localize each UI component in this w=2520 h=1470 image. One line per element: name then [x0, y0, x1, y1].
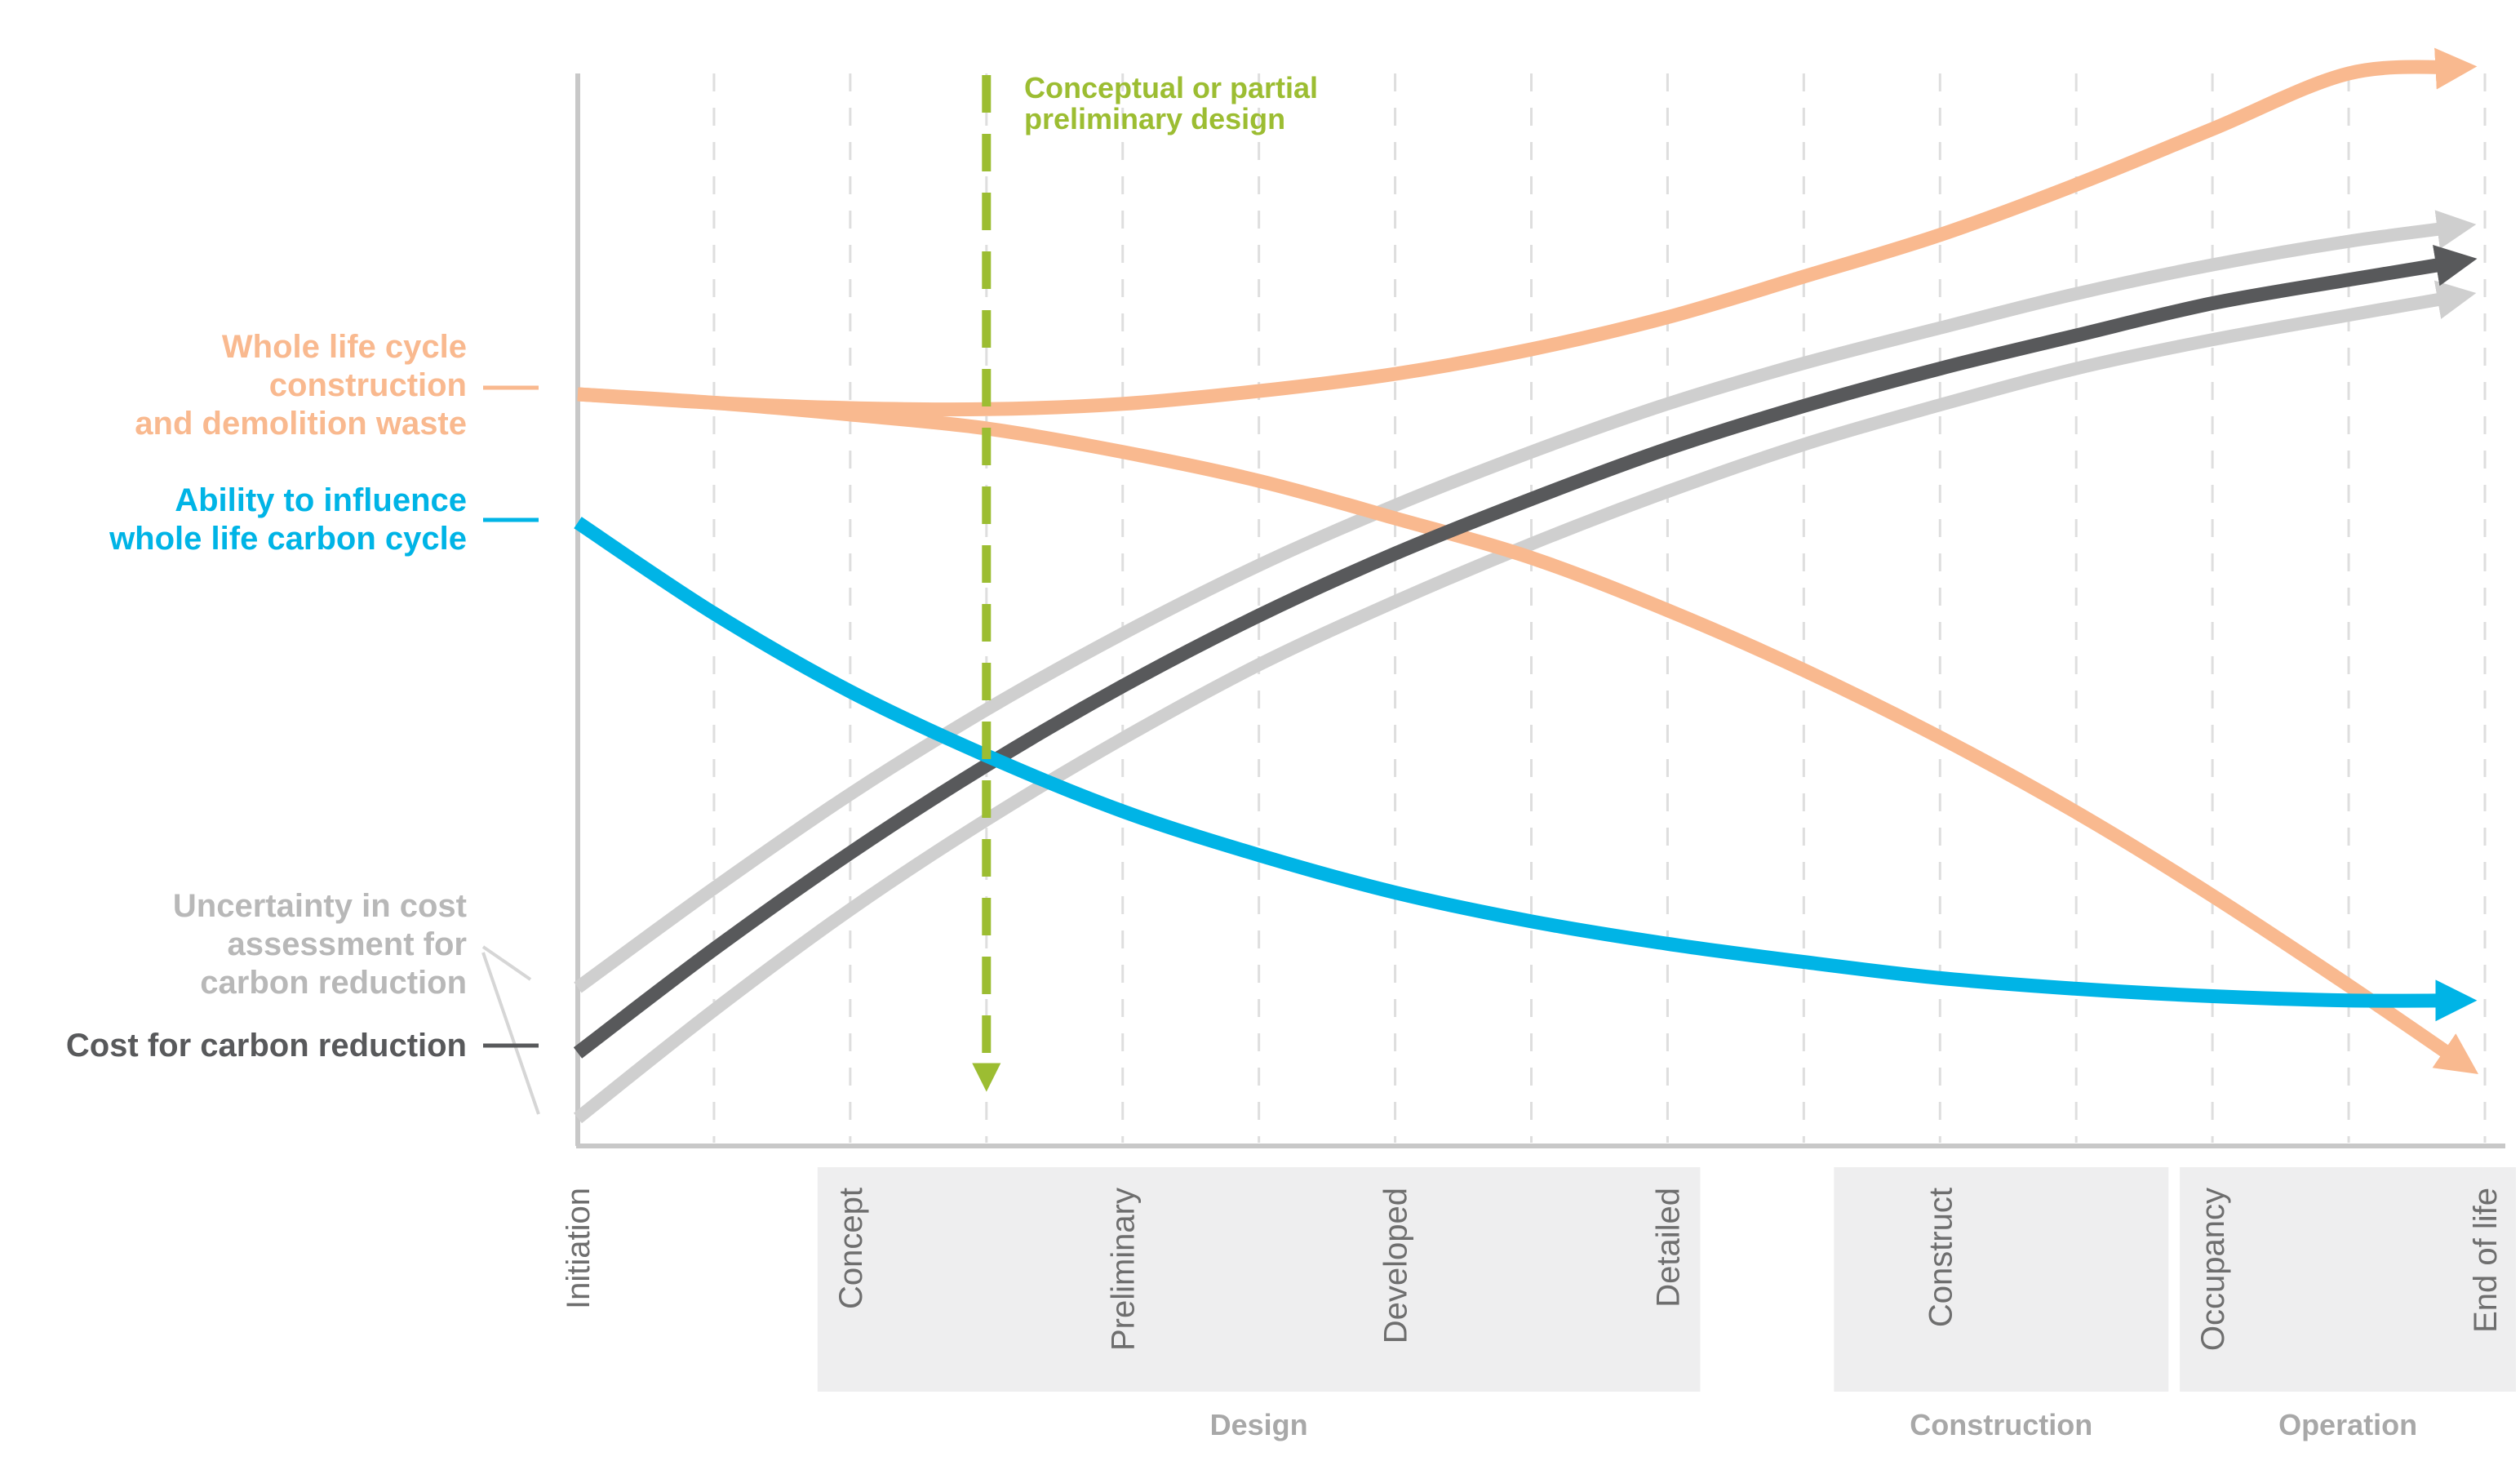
leader-line-uncertainty-upper — [481, 945, 532, 981]
x-tick-occupancy: Occupancy — [2195, 1188, 2231, 1351]
series-line-whole-life-cycle-construction-and-demolition-waste — [577, 47, 2478, 417]
series-label-ability-to-influence-whole-life-carbon-cycle-line1: Ability to influence — [175, 482, 467, 518]
phase-band-construction — [1834, 1167, 2169, 1392]
x-tick-initiation: Initiation — [561, 1188, 597, 1309]
axes — [575, 73, 2505, 1148]
phase-band-operation — [2180, 1167, 2516, 1392]
x-tick-detailed: Detailed — [1650, 1188, 1686, 1308]
x-tick-labels: Initiation Concept Preliminary Developed Det… — [561, 1188, 2504, 1351]
x-tick-preliminary: Preliminary — [1106, 1188, 1142, 1351]
series-label-uncertainty-in-cost-assessment-for-carbon-reduction-upper-line2: assessment for — [228, 926, 467, 962]
phase-bands — [817, 1167, 2516, 1392]
series-line-ability-to-influence-whole-life-carbon-cycle — [574, 517, 2478, 1022]
phase-labels: Design Construction Operation — [1210, 1408, 2417, 1441]
grid-lines — [712, 73, 2487, 1143]
x-tick-construct: Construct — [1923, 1188, 1959, 1327]
series-line-whole-life-cycle-construction-and-demolition-waste-declining — [577, 387, 2479, 1075]
phase-label-design: Design — [1210, 1408, 1308, 1441]
series-label-whole-life-cycle-construction-and-demolition-waste-line3: and demolition waste — [135, 406, 467, 442]
x-tick-end-of-life: End of life — [2468, 1188, 2504, 1333]
x-tick-developed: Developed — [1378, 1188, 1414, 1343]
phase-label-construction: Construction — [1910, 1408, 2092, 1441]
series-label-whole-life-cycle-construction-and-demolition-waste-line2: construction — [269, 367, 467, 403]
series-layer — [573, 47, 2479, 1124]
series-line-cost-for-carbon-reduction — [573, 245, 2478, 1059]
series-label-ability-to-influence-whole-life-carbon-cycle-line2: whole life carbon cycle — [109, 521, 467, 557]
leader-line-uncertainty-lower — [481, 952, 540, 1115]
x-tick-concept: Concept — [833, 1188, 869, 1309]
series-label-uncertainty-in-cost-assessment-for-carbon-reduction-upper-line1: Uncertainty in cost — [173, 888, 467, 924]
series-label-cost-for-carbon-reduction-line1: Cost for carbon reduction — [66, 1028, 467, 1064]
series-label-uncertainty-in-cost-assessment-for-carbon-reduction-upper-line3: carbon reduction — [200, 965, 467, 1001]
phase-band-design — [817, 1167, 1701, 1392]
series-label-whole-life-cycle-construction-and-demolition-waste-line1: Whole life cycle — [222, 329, 467, 365]
phase-label-operation: Operation — [2278, 1408, 2417, 1441]
annotation-label-line2: preliminary design — [1024, 102, 1285, 135]
series-line-uncertainty-in-cost-assessment-for-carbon-reduction-upper — [574, 210, 2477, 993]
annotation-label-line1: Conceptual or partial — [1024, 71, 1318, 104]
